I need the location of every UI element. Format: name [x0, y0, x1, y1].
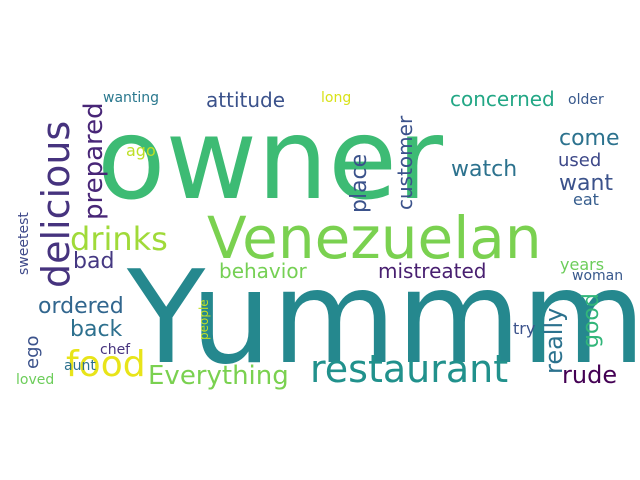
word-aunt: aunt [64, 358, 96, 374]
word-delicious: delicious [34, 121, 78, 288]
word-ago: ago [126, 141, 156, 160]
word-people: people [197, 299, 211, 340]
word-try: try [513, 319, 535, 338]
word-older: older [568, 92, 604, 108]
word-watch: watch [451, 157, 517, 182]
word-everything: Everything [148, 361, 289, 391]
word-prepared: prepared [79, 102, 109, 220]
word-attitude: attitude [206, 88, 285, 112]
word-food: food [66, 344, 146, 385]
word-want: want [559, 171, 613, 196]
word-sweetest: sweetest [16, 212, 32, 275]
word-bad: bad [73, 249, 114, 274]
word-long: long [321, 90, 351, 106]
word-eat: eat [573, 190, 599, 209]
word-venezuelan: Venezuelan [207, 204, 542, 272]
word-wanting: wanting [103, 90, 159, 106]
word-customer: customer [393, 115, 417, 210]
word-chef: chef [100, 342, 131, 358]
word-good: good [579, 293, 604, 348]
word-behavior: behavior [219, 259, 308, 283]
word-ordered: ordered [38, 294, 124, 319]
word-used: used [558, 150, 601, 171]
word-come: come [559, 126, 620, 151]
word-concerned: concerned [450, 87, 555, 111]
word-mistreated: mistreated [378, 259, 487, 283]
word-owner: owner [97, 95, 444, 225]
word-years: years [560, 255, 604, 274]
word-drinks: drinks [70, 220, 168, 258]
word-place: place [347, 154, 372, 213]
word-back: back [70, 317, 123, 342]
word-really: really [540, 308, 568, 374]
word-loved: loved [16, 372, 54, 388]
word-restaurant: restaurant [310, 347, 508, 391]
word-woman: woman [572, 268, 623, 284]
word-ego: ego [22, 335, 43, 369]
word-rude: rude [562, 361, 617, 389]
word-yummm: Yummm [126, 244, 640, 393]
